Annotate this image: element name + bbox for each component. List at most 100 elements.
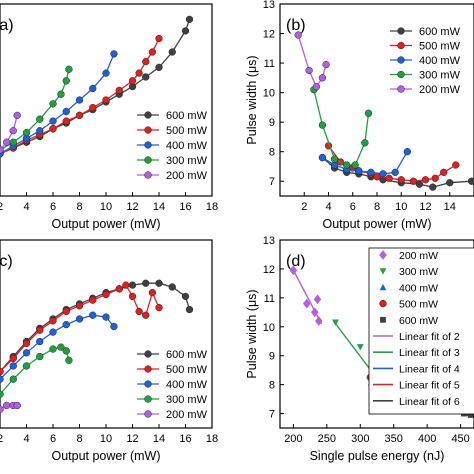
legend-label: 200 mW bbox=[166, 409, 208, 421]
data-point bbox=[148, 48, 157, 56]
data-point bbox=[2, 138, 11, 146]
data-point bbox=[142, 73, 150, 81]
data-point bbox=[467, 412, 474, 418]
data-point bbox=[89, 104, 97, 112]
data-point bbox=[429, 183, 437, 191]
data-point bbox=[155, 279, 163, 287]
y-tick-label: 10 bbox=[263, 88, 275, 100]
legend-label: Linear fit of 2 bbox=[399, 331, 460, 343]
legend-marker bbox=[144, 350, 152, 358]
data-point bbox=[22, 362, 31, 370]
data-point bbox=[65, 65, 73, 73]
data-point bbox=[9, 138, 17, 146]
panel-b: 2 4 6 8 10 12 14 7 8 9 10 11 12 13 Output power (mW) Pu… bbox=[245, 0, 474, 231]
y-axis-label: Pulse width (μs) bbox=[245, 289, 259, 378]
x-tick-label: 4 bbox=[23, 433, 29, 445]
x-tick-label: 6 bbox=[50, 433, 56, 445]
legend-marker bbox=[144, 171, 152, 179]
x-tick-label: 450 bbox=[451, 433, 469, 445]
legend-label: 300 mW bbox=[166, 394, 208, 406]
data-point bbox=[397, 176, 405, 184]
panel-d: 200 250 300 350 400 450 7 8 9 10 11 12 13 Single puls… bbox=[245, 235, 474, 463]
data-point bbox=[421, 176, 430, 184]
data-point bbox=[0, 367, 4, 376]
series-line bbox=[0, 115, 18, 151]
legend-marker bbox=[144, 141, 152, 149]
legend-label: 500 mW bbox=[399, 299, 438, 311]
x-tick-label: 6 bbox=[350, 201, 356, 213]
data-point bbox=[467, 177, 474, 185]
data-point bbox=[57, 343, 65, 351]
data-point bbox=[89, 296, 97, 304]
data-point bbox=[289, 265, 298, 276]
legend-label: 500 mW bbox=[419, 41, 461, 53]
data-point bbox=[122, 281, 130, 289]
legend: 600 mW 500 mW 400 mW 300 mW 200 mW bbox=[137, 349, 208, 421]
x-tick-label: 14 bbox=[444, 201, 456, 213]
x-tick-label: 200 bbox=[284, 433, 302, 445]
legend-marker bbox=[144, 111, 152, 119]
data-point bbox=[0, 405, 4, 413]
panel-label: (a) bbox=[0, 17, 14, 34]
series-line bbox=[0, 69, 70, 151]
series bbox=[289, 265, 323, 326]
data-point bbox=[49, 125, 57, 133]
data-point bbox=[115, 285, 123, 293]
panel-label: (d) bbox=[286, 253, 306, 270]
y-tick-label: 9 bbox=[269, 351, 275, 363]
data-point bbox=[373, 173, 381, 181]
series-line bbox=[0, 282, 191, 373]
data-point bbox=[57, 90, 65, 98]
series bbox=[0, 311, 118, 383]
x-tick-label: 18 bbox=[206, 201, 218, 213]
data-point bbox=[155, 63, 163, 72]
data-point bbox=[155, 34, 163, 43]
legend-label: 300 mW bbox=[166, 155, 208, 167]
x-tick-label: 16 bbox=[179, 201, 191, 213]
x-tick-label: 350 bbox=[385, 433, 403, 445]
data-point bbox=[13, 401, 21, 410]
x-tick-label: 14 bbox=[153, 201, 165, 213]
data-point bbox=[315, 316, 323, 326]
data-point bbox=[142, 279, 150, 287]
x-tick-label: 2 bbox=[0, 201, 3, 213]
series-line bbox=[0, 53, 115, 155]
legend-marker bbox=[144, 365, 152, 373]
legend-marker bbox=[380, 316, 386, 323]
panel-label: (c) bbox=[0, 253, 13, 270]
legend-marker bbox=[379, 250, 387, 260]
legend-label: 300 mW bbox=[419, 70, 461, 82]
legend-label: 600 mW bbox=[166, 349, 208, 361]
data-point bbox=[49, 317, 57, 325]
data-point bbox=[148, 288, 157, 297]
data-point bbox=[367, 168, 375, 177]
data-point bbox=[155, 304, 163, 312]
data-point bbox=[356, 344, 364, 351]
y-tick-label: 10 bbox=[263, 322, 275, 334]
x-tick-label: 2 bbox=[0, 433, 3, 445]
legend-marker bbox=[379, 299, 387, 308]
x-tick-label: 10 bbox=[100, 433, 112, 445]
y-tick-label: 12 bbox=[263, 264, 275, 276]
data-point bbox=[49, 117, 57, 125]
legend-label: 400 mW bbox=[399, 282, 438, 294]
data-point bbox=[22, 128, 31, 137]
data-point bbox=[115, 86, 123, 95]
legend-label: 600 mW bbox=[419, 26, 461, 38]
data-point bbox=[102, 313, 110, 321]
data-point bbox=[355, 167, 363, 175]
y-axis-label: Pulse width (μs) bbox=[245, 55, 259, 144]
data-point bbox=[9, 362, 17, 370]
data-point bbox=[75, 96, 84, 104]
y-tick-label: 8 bbox=[269, 380, 275, 392]
y-tick-label: 9 bbox=[269, 117, 275, 129]
data-point bbox=[13, 111, 21, 120]
data-point bbox=[313, 294, 322, 305]
data-point bbox=[142, 57, 150, 66]
legend-label: 400 mW bbox=[166, 140, 208, 152]
data-point bbox=[185, 305, 194, 314]
data-point bbox=[102, 69, 110, 77]
data-point bbox=[440, 168, 448, 177]
data-point bbox=[0, 146, 4, 154]
x-tick-label: 8 bbox=[374, 201, 380, 213]
